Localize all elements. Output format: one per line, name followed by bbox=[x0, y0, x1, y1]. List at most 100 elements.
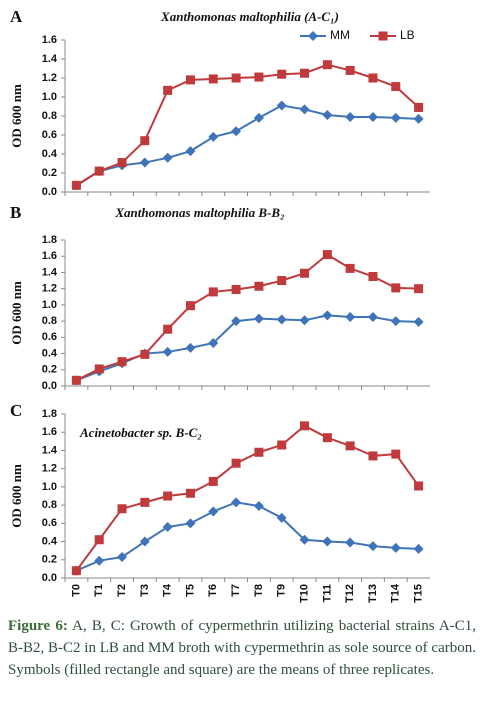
data-point bbox=[231, 284, 241, 294]
series-line bbox=[75, 63, 420, 187]
legend-marker bbox=[378, 31, 388, 41]
data-point bbox=[94, 364, 104, 374]
data-point bbox=[71, 566, 81, 576]
y-tick-label: 1.0 bbox=[42, 299, 57, 311]
x-tick-label: T14 bbox=[390, 583, 402, 603]
data-point bbox=[117, 504, 127, 514]
caption-text: A, B, C: Growth of cypermethrin utilizin… bbox=[8, 618, 476, 678]
data-point bbox=[322, 433, 332, 443]
data-point bbox=[391, 82, 401, 92]
data-point bbox=[254, 72, 264, 82]
data-point bbox=[254, 447, 264, 457]
x-tick-label: T2 bbox=[116, 584, 128, 597]
data-point bbox=[391, 283, 401, 293]
y-tick-label: 0.8 bbox=[42, 315, 57, 327]
chart-title: Acinetobacter sp. B-C₂ bbox=[79, 425, 202, 440]
y-tick-label: 0.2 bbox=[42, 167, 57, 179]
data-point bbox=[413, 113, 424, 124]
data-point bbox=[345, 65, 355, 75]
data-point bbox=[299, 104, 310, 115]
data-point bbox=[139, 157, 150, 168]
y-tick-label: 0.0 bbox=[42, 380, 57, 392]
y-axis-label: OD 600 nm bbox=[9, 281, 24, 345]
x-tick-label: T12 bbox=[344, 584, 356, 603]
data-point bbox=[185, 518, 196, 529]
data-point bbox=[276, 314, 287, 325]
data-point bbox=[208, 506, 219, 517]
data-point bbox=[322, 310, 333, 321]
data-point bbox=[277, 440, 287, 450]
data-point bbox=[277, 276, 287, 286]
data-point bbox=[345, 111, 356, 122]
data-point bbox=[345, 441, 355, 451]
x-tick-label: T13 bbox=[367, 584, 379, 603]
data-point bbox=[140, 349, 150, 359]
y-tick-label: 0.6 bbox=[42, 517, 57, 529]
y-tick-label: 0.8 bbox=[42, 110, 57, 122]
data-point bbox=[139, 536, 150, 547]
data-point bbox=[231, 458, 241, 468]
panel-label: B bbox=[10, 203, 21, 222]
data-point bbox=[254, 281, 264, 291]
y-tick-label: 1.6 bbox=[42, 34, 57, 46]
data-point bbox=[231, 73, 241, 83]
y-tick-label: 0.4 bbox=[42, 535, 58, 547]
data-point bbox=[322, 250, 332, 260]
data-point bbox=[413, 543, 424, 554]
data-point bbox=[367, 312, 378, 323]
y-tick-label: 1.8 bbox=[42, 408, 57, 420]
y-tick-label: 1.2 bbox=[42, 463, 57, 475]
data-point bbox=[276, 100, 287, 111]
data-point bbox=[299, 315, 310, 326]
data-point bbox=[300, 68, 310, 78]
data-point bbox=[253, 501, 264, 512]
data-point bbox=[185, 342, 196, 353]
data-point bbox=[300, 268, 310, 278]
data-point bbox=[94, 166, 104, 176]
panel-label: C bbox=[10, 401, 22, 420]
data-point bbox=[367, 111, 378, 122]
x-tick-label: T10 bbox=[298, 584, 310, 603]
data-point bbox=[368, 272, 378, 281]
x-tick-label: T6 bbox=[207, 584, 219, 597]
data-point bbox=[231, 497, 242, 508]
data-point bbox=[140, 497, 150, 507]
data-point bbox=[345, 537, 356, 548]
y-tick-label: 1.6 bbox=[42, 250, 57, 262]
series-line bbox=[75, 253, 419, 382]
data-point bbox=[185, 301, 195, 311]
data-point bbox=[163, 491, 173, 501]
y-tick-label: 1.2 bbox=[42, 72, 57, 84]
data-point bbox=[208, 74, 218, 84]
data-point bbox=[367, 541, 378, 552]
legend-label: LB bbox=[400, 28, 415, 42]
data-point bbox=[322, 60, 332, 70]
data-point bbox=[71, 375, 81, 385]
series-line bbox=[76, 314, 419, 382]
y-tick-label: 1.4 bbox=[42, 444, 58, 456]
y-tick-label: 1.0 bbox=[42, 91, 57, 103]
data-point bbox=[276, 512, 287, 523]
data-point bbox=[300, 421, 310, 431]
y-axis-label: OD 600 nm bbox=[9, 464, 24, 528]
x-tick-label: T7 bbox=[230, 584, 242, 597]
data-point bbox=[322, 110, 333, 121]
data-point bbox=[162, 521, 173, 532]
data-point bbox=[117, 552, 128, 563]
legend-label: MM bbox=[330, 28, 350, 42]
y-tick-label: 0.2 bbox=[42, 554, 57, 566]
data-point bbox=[391, 449, 401, 459]
chart-title: Xanthomonas maltophilia (A-C₁) bbox=[160, 9, 339, 24]
data-point bbox=[414, 102, 424, 112]
y-tick-label: 1.6 bbox=[42, 426, 57, 438]
chart-title: Xanthomonas maltophilia B-B₂ bbox=[114, 205, 284, 220]
y-tick-label: 1.8 bbox=[42, 234, 57, 246]
data-point bbox=[208, 476, 218, 486]
data-point bbox=[253, 112, 264, 123]
data-point bbox=[414, 284, 424, 294]
series-line bbox=[75, 424, 420, 572]
data-point bbox=[322, 536, 333, 547]
data-point bbox=[163, 324, 173, 334]
x-tick-label: T0 bbox=[70, 584, 82, 597]
